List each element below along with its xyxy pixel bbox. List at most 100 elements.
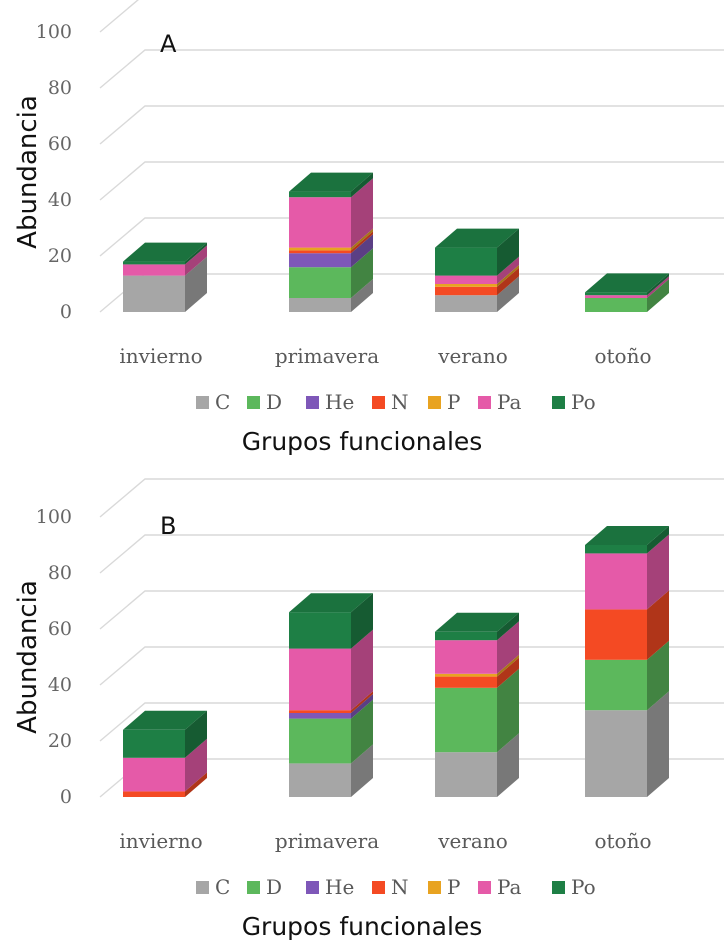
bar-side-face xyxy=(351,234,373,268)
legend-item-d: D xyxy=(247,390,282,414)
bar-top-face-invierno xyxy=(123,242,207,262)
x-axis-title: Grupos funcionales xyxy=(242,427,483,456)
bar-front-face xyxy=(289,247,351,251)
bar-front-face xyxy=(435,286,497,296)
bar-segment-primavera-He xyxy=(289,234,373,268)
bar-front-face xyxy=(289,648,351,711)
bar-segment-otoño-N xyxy=(585,590,669,660)
legend-swatch xyxy=(306,881,319,894)
category-label: otoño xyxy=(594,829,651,853)
bar-segment-primavera-C xyxy=(289,279,373,312)
legend-swatch xyxy=(478,881,491,894)
bar-side-face xyxy=(647,590,669,660)
legend-label: Po xyxy=(571,390,596,414)
bar-segment-otoño-Pa xyxy=(585,276,669,298)
category-label: verano xyxy=(437,829,508,853)
bar-side-face xyxy=(497,265,519,287)
bar-segment-primavera-P xyxy=(289,228,373,251)
bar-side-face xyxy=(351,228,373,251)
y-tick-label: 0 xyxy=(60,786,72,808)
bar-segment-verano-C xyxy=(435,733,519,797)
bar-side-face xyxy=(647,640,669,711)
gridline xyxy=(99,0,139,33)
y-axis-title: Abundancia xyxy=(13,95,43,249)
bar-segment-verano-N xyxy=(435,267,519,296)
bar-segment-verano-Pa xyxy=(435,256,519,284)
legend: C D He N P Pa Po xyxy=(196,390,596,414)
legend-swatch xyxy=(552,396,565,409)
y-tick-label: 40 xyxy=(48,674,72,696)
bar-front-face xyxy=(289,710,351,713)
bar-side-face xyxy=(185,710,207,758)
bar-side-face xyxy=(647,691,669,797)
bar-side-face xyxy=(647,279,669,312)
y-tick-label: 60 xyxy=(48,133,72,155)
bar-segment-primavera-N xyxy=(289,231,373,254)
bar-front-face xyxy=(585,609,647,660)
bar-front-face xyxy=(289,267,351,298)
legend-item-po: Po xyxy=(552,875,596,899)
bar-segment-primavera-Po xyxy=(289,172,373,198)
legend-label: He xyxy=(325,390,354,414)
legend-swatch xyxy=(478,396,491,409)
bar-side-face xyxy=(351,172,373,198)
bar-front-face xyxy=(435,275,497,284)
bar-side-face xyxy=(497,733,519,797)
bar-front-face xyxy=(585,298,647,312)
bar-segment-invierno-Po xyxy=(123,710,207,758)
y-tick-label: 20 xyxy=(48,245,72,267)
bar-side-face xyxy=(351,699,373,764)
bar-front-face xyxy=(585,545,647,554)
bar-side-face xyxy=(647,534,669,610)
legend-label: C xyxy=(215,390,230,414)
bar-top-face-primavera xyxy=(289,172,373,192)
y-tick-label: 100 xyxy=(36,21,72,43)
bar-top-face-verano xyxy=(435,612,519,632)
bar-segment-otoño-D xyxy=(585,640,669,711)
y-tick-label: 20 xyxy=(48,730,72,752)
legend-swatch xyxy=(306,396,319,409)
legend-swatch xyxy=(196,396,209,409)
bar-segment-verano-Po xyxy=(435,228,519,276)
gridline xyxy=(99,478,724,518)
bar-segment-invierno-N xyxy=(123,772,207,797)
category-label: primavera xyxy=(275,829,379,853)
bar-side-face xyxy=(351,248,373,298)
bar-segment-otoño-Pa xyxy=(585,534,669,610)
legend-label: D xyxy=(266,875,282,899)
legend-item-po: Po xyxy=(552,390,596,414)
legend-swatch xyxy=(372,881,385,894)
legend-swatch xyxy=(428,396,441,409)
gridline xyxy=(99,161,724,201)
bar-front-face xyxy=(123,261,185,265)
gridline xyxy=(99,49,724,89)
bar-side-face xyxy=(351,744,373,797)
bar-side-face xyxy=(497,654,519,677)
gridline xyxy=(99,105,724,145)
bar-side-face xyxy=(185,256,207,312)
bar-side-face xyxy=(647,526,669,554)
category-label: primavera xyxy=(275,344,379,368)
legend-item-he: He xyxy=(306,390,354,414)
bar-top-face-invierno xyxy=(123,710,207,730)
bar-segment-primavera-C xyxy=(289,744,373,797)
bar-side-face xyxy=(497,621,519,674)
bar-front-face xyxy=(289,298,351,312)
legend-swatch xyxy=(428,881,441,894)
category-label: invierno xyxy=(119,344,202,368)
gridline xyxy=(99,534,724,574)
bar-side-face xyxy=(351,178,373,248)
bar-side-face xyxy=(497,276,519,312)
bar-front-face xyxy=(289,191,351,198)
bar-segment-invierno-Po xyxy=(123,242,207,265)
bar-front-face xyxy=(435,640,497,674)
y-tick-label: 0 xyxy=(60,301,72,323)
legend-swatch xyxy=(372,396,385,409)
bar-front-face xyxy=(585,710,647,797)
bar-segment-invierno-C xyxy=(123,256,207,312)
legend-item-n: N xyxy=(372,875,409,899)
bar-top-face-otoño xyxy=(585,526,669,545)
bar-front-face xyxy=(435,687,497,753)
legend-label: P xyxy=(447,875,460,899)
